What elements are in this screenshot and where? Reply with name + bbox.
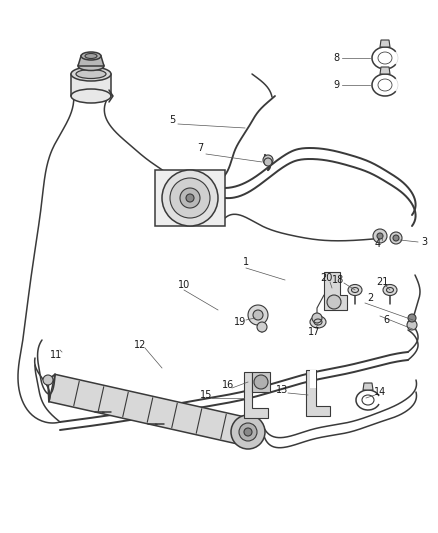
Circle shape <box>239 423 257 441</box>
Text: 20: 20 <box>320 273 332 283</box>
Ellipse shape <box>310 316 326 328</box>
Circle shape <box>264 158 272 166</box>
Text: 16: 16 <box>222 380 234 390</box>
Circle shape <box>253 310 263 320</box>
Text: 12: 12 <box>134 340 146 350</box>
Polygon shape <box>363 383 373 390</box>
Text: 6: 6 <box>383 315 389 325</box>
Ellipse shape <box>71 89 111 103</box>
Circle shape <box>393 235 399 241</box>
Circle shape <box>180 188 200 208</box>
Text: 9: 9 <box>333 80 339 90</box>
Text: 10: 10 <box>178 280 190 290</box>
Polygon shape <box>71 74 111 96</box>
Text: 8: 8 <box>333 53 339 63</box>
Ellipse shape <box>348 285 362 295</box>
Circle shape <box>257 322 267 332</box>
Circle shape <box>231 415 265 449</box>
Text: 11: 11 <box>50 350 62 360</box>
Polygon shape <box>155 170 225 226</box>
Circle shape <box>390 232 402 244</box>
Polygon shape <box>252 372 270 392</box>
Circle shape <box>407 320 417 330</box>
Circle shape <box>327 295 341 309</box>
Text: 2: 2 <box>367 293 373 303</box>
Circle shape <box>373 229 387 243</box>
Ellipse shape <box>78 61 104 70</box>
Circle shape <box>377 233 383 239</box>
Text: 14: 14 <box>374 387 386 397</box>
Ellipse shape <box>81 52 101 60</box>
Text: 17: 17 <box>308 327 320 337</box>
Ellipse shape <box>71 67 111 81</box>
Circle shape <box>312 313 322 323</box>
Ellipse shape <box>383 285 397 295</box>
Polygon shape <box>49 374 251 446</box>
Polygon shape <box>310 370 316 388</box>
Polygon shape <box>244 372 268 418</box>
Text: 1: 1 <box>243 257 249 267</box>
Ellipse shape <box>76 69 106 78</box>
Text: 5: 5 <box>169 115 175 125</box>
Text: 18: 18 <box>332 275 344 285</box>
Polygon shape <box>78 56 104 66</box>
Text: 7: 7 <box>197 143 203 153</box>
Circle shape <box>244 428 252 436</box>
Polygon shape <box>306 370 330 416</box>
Text: 15: 15 <box>200 390 212 400</box>
Text: 4: 4 <box>375 239 381 249</box>
Polygon shape <box>380 40 390 47</box>
Text: 19: 19 <box>234 317 246 327</box>
Text: 21: 21 <box>376 277 388 287</box>
Circle shape <box>408 314 416 322</box>
Polygon shape <box>380 67 390 74</box>
Text: 3: 3 <box>421 237 427 247</box>
Circle shape <box>254 375 268 389</box>
Circle shape <box>248 305 268 325</box>
Text: 13: 13 <box>276 385 288 395</box>
Ellipse shape <box>85 53 97 59</box>
Circle shape <box>43 375 53 385</box>
Polygon shape <box>324 272 347 310</box>
Circle shape <box>263 155 273 165</box>
Circle shape <box>162 170 218 226</box>
Circle shape <box>170 178 210 218</box>
Circle shape <box>186 194 194 202</box>
